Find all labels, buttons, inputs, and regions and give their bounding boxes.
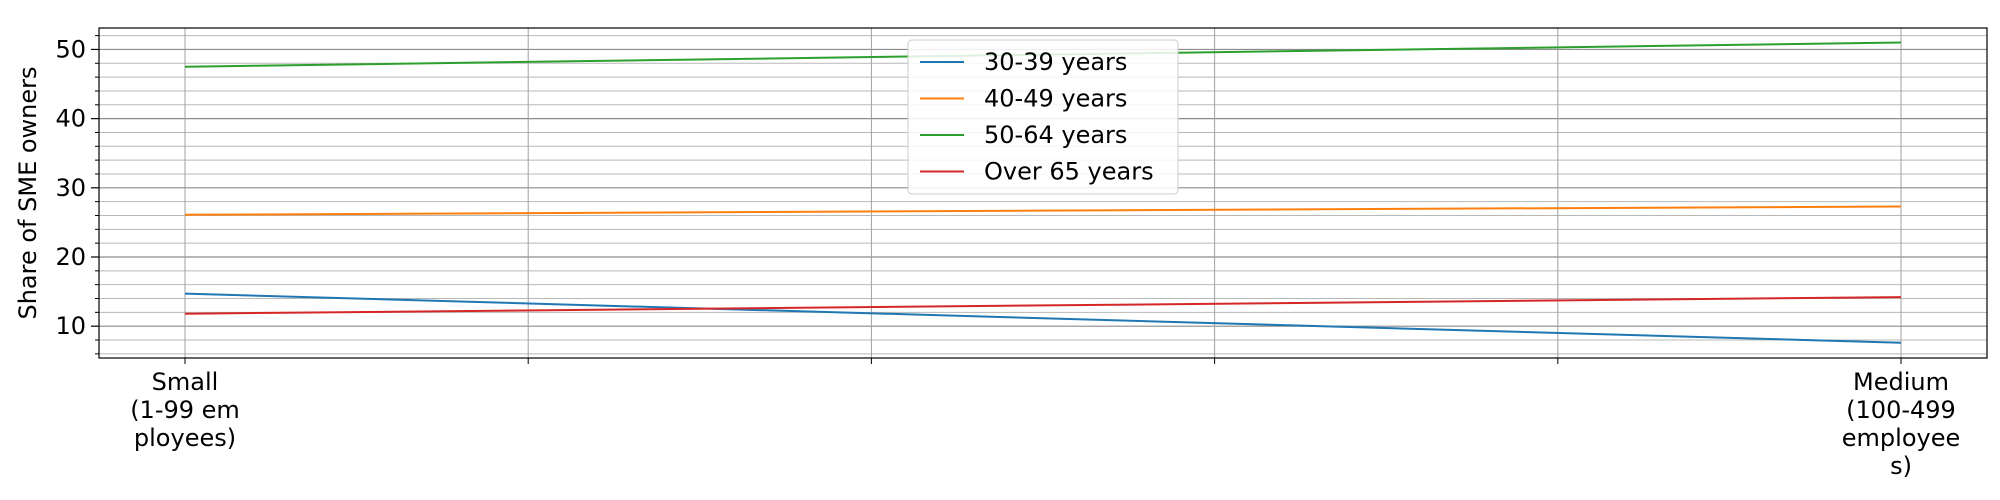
legend-label: Over 65 years: [984, 158, 1154, 186]
x-tick-label: Medium (100-499 employee s): [1842, 368, 1960, 480]
legend-label: 40-49 years: [984, 85, 1127, 113]
series-line-40-49-years: [184, 205, 1902, 216]
series-line-30-39-years: [184, 292, 1902, 344]
plot-frame: [98, 27, 1988, 359]
x-axis: Small (1-99 em ployees) Medium (100-499 emplo…: [130, 358, 1960, 480]
y-axis: 10 20 30 40 50: [55, 35, 99, 355]
x-tick-label: Small (1-99 em ployees): [130, 368, 240, 452]
y-axis-label: Share of SME owners: [14, 66, 42, 319]
y-tick-label: 30: [55, 174, 86, 202]
y-tick-label: 50: [55, 35, 86, 63]
legend: 30-39 years 40-49 years 50-64 years Over 65…: [907, 39, 1179, 195]
series-line-over-65-years: [184, 296, 1902, 315]
y-tick-label: 40: [55, 105, 86, 133]
legend-box: [907, 39, 1179, 195]
y-tick-label: 20: [55, 243, 86, 271]
legend-label: 30-39 years: [984, 48, 1127, 76]
legend-label: 50-64 years: [984, 121, 1127, 149]
y-tick-label: 10: [55, 312, 86, 340]
